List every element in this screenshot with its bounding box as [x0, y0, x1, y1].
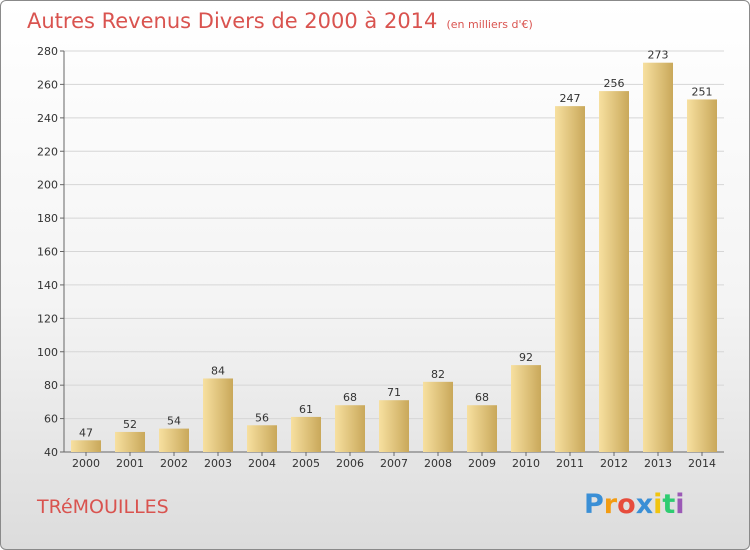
y-tick-label: 100: [37, 346, 58, 359]
bar: [71, 440, 101, 452]
bar: [159, 428, 189, 452]
x-tick-label: 2010: [512, 457, 540, 470]
bar: [423, 381, 453, 452]
bar-value-label: 71: [387, 386, 401, 399]
y-tick-label: 220: [37, 145, 58, 158]
bar-value-label: 56: [255, 411, 269, 424]
y-tick-label: 260: [37, 78, 58, 91]
bar-value-label: 92: [519, 351, 533, 364]
logo-letter: i: [675, 489, 685, 520]
bar-value-label: 273: [648, 49, 669, 62]
x-tick-label: 2014: [688, 457, 716, 470]
bar-value-label: 251: [692, 85, 713, 98]
logo-letter: i: [653, 489, 663, 520]
y-tick-label: 240: [37, 112, 58, 125]
logo-letter: P: [584, 489, 604, 520]
y-tick-label: 80: [44, 379, 58, 392]
logo-letter: x: [635, 489, 654, 520]
bar-value-label: 54: [167, 415, 181, 428]
chart-title: Autres Revenus Divers de 2000 à 2014 (en…: [27, 9, 533, 33]
y-tick-label: 180: [37, 212, 58, 225]
x-tick-label: 2001: [116, 457, 144, 470]
logo-letter: t: [662, 489, 676, 520]
x-tick-label: 2006: [336, 457, 364, 470]
chart-title-unit: (en milliers d'€): [446, 18, 533, 31]
y-tick-label: 280: [37, 45, 58, 58]
bar-value-label: 82: [431, 368, 445, 381]
x-tick-label: 2012: [600, 457, 628, 470]
x-tick-label: 2003: [204, 457, 232, 470]
x-tick-label: 2004: [248, 457, 276, 470]
bar-value-label: 68: [343, 391, 357, 404]
bar: [247, 425, 277, 452]
x-tick-label: 2005: [292, 457, 320, 470]
x-tick-label: 2008: [424, 457, 452, 470]
bar-value-label: 47: [79, 426, 93, 439]
y-tick-label: 200: [37, 179, 58, 192]
bar-value-label: 256: [604, 77, 625, 90]
bar: [467, 405, 497, 452]
x-tick-label: 2013: [644, 457, 672, 470]
x-tick-label: 2009: [468, 457, 496, 470]
x-tick-label: 2007: [380, 457, 408, 470]
bar: [599, 91, 629, 452]
bar-value-label: 247: [560, 92, 581, 105]
commune-name: TRéMOUILLES: [37, 496, 169, 518]
x-tick-label: 2011: [556, 457, 584, 470]
bar: [511, 365, 541, 452]
bar-value-label: 84: [211, 364, 225, 377]
bar: [291, 416, 321, 452]
y-tick-label: 60: [44, 413, 58, 426]
bar: [687, 99, 717, 453]
logo-letter: o: [617, 489, 636, 520]
x-tick-label: 2000: [72, 457, 100, 470]
proxiti-logo: Proxiti: [584, 489, 685, 520]
bar: [203, 378, 233, 452]
y-tick-label: 40: [44, 446, 58, 459]
x-tick-label: 2002: [160, 457, 188, 470]
chart-title-main: Autres Revenus Divers de 2000 à 2014: [27, 9, 438, 33]
bar: [555, 106, 585, 452]
y-tick-label: 140: [37, 279, 58, 292]
bar-value-label: 68: [475, 391, 489, 404]
bar-value-label: 61: [299, 403, 313, 416]
logo-letter: r: [603, 489, 618, 520]
bar: [643, 62, 673, 453]
bar: [379, 400, 409, 452]
y-tick-label: 160: [37, 246, 58, 259]
bar: [115, 431, 145, 452]
bar: [335, 405, 365, 452]
y-tick-label: 120: [37, 312, 58, 325]
bar-value-label: 52: [123, 418, 137, 431]
